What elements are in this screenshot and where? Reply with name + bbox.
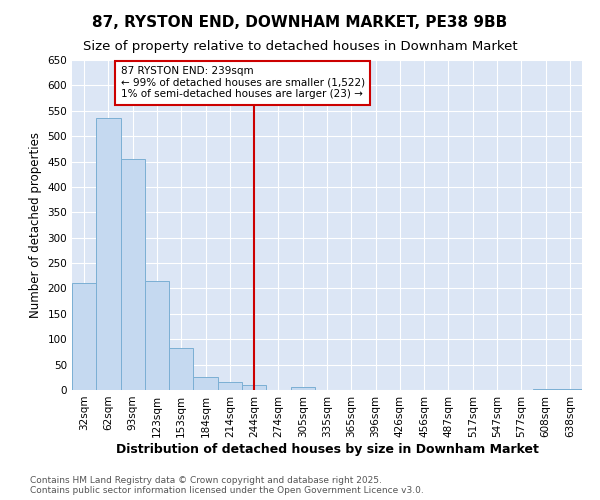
Text: Contains HM Land Registry data © Crown copyright and database right 2025.
Contai: Contains HM Land Registry data © Crown c… xyxy=(30,476,424,495)
Y-axis label: Number of detached properties: Number of detached properties xyxy=(29,132,42,318)
Bar xyxy=(96,118,121,390)
Text: 87, RYSTON END, DOWNHAM MARKET, PE38 9BB: 87, RYSTON END, DOWNHAM MARKET, PE38 9BB xyxy=(92,15,508,30)
Bar xyxy=(169,348,193,390)
Text: 87 RYSTON END: 239sqm
← 99% of detached houses are smaller (1,522)
1% of semi-de: 87 RYSTON END: 239sqm ← 99% of detached … xyxy=(121,66,365,100)
Bar xyxy=(533,389,558,390)
Bar xyxy=(72,284,96,390)
Bar xyxy=(242,385,266,390)
Bar xyxy=(145,281,169,390)
Text: Size of property relative to detached houses in Downham Market: Size of property relative to detached ho… xyxy=(83,40,517,53)
Bar xyxy=(121,159,145,390)
Bar xyxy=(290,388,315,390)
X-axis label: Distribution of detached houses by size in Downham Market: Distribution of detached houses by size … xyxy=(116,442,538,456)
Bar xyxy=(193,378,218,390)
Bar xyxy=(218,382,242,390)
